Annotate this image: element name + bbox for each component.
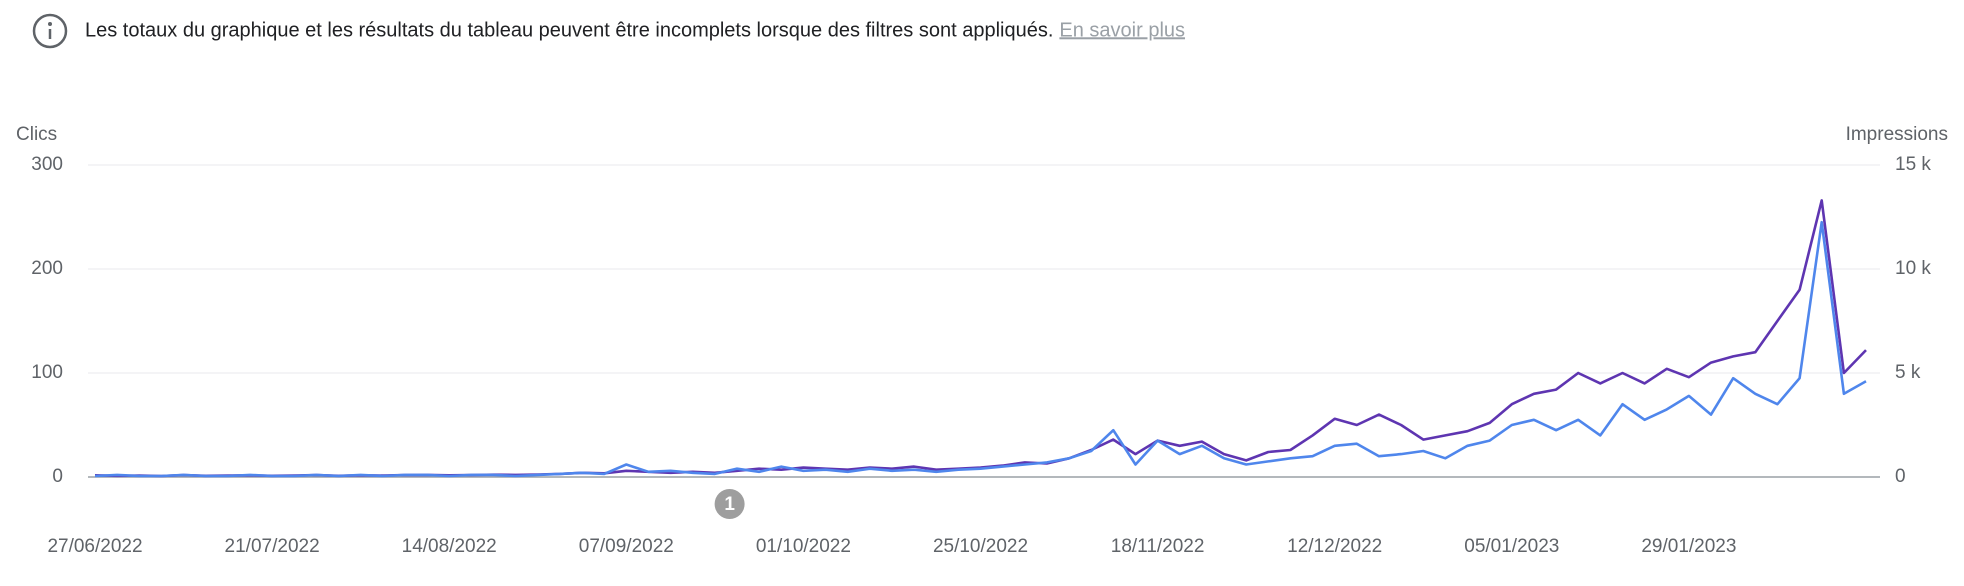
info-icon-dot — [48, 22, 52, 26]
y-tick-label: 0 — [52, 466, 63, 487]
annotation-label: 1 — [724, 494, 735, 515]
y2-tick-label: 10 k — [1895, 258, 1931, 279]
y2-tick-label: 15 k — [1895, 154, 1931, 175]
x-tick-label: 29/01/2023 — [1641, 536, 1736, 557]
x-tick-label: 25/10/2022 — [933, 536, 1028, 557]
y-axis-label: Clics — [16, 124, 57, 145]
learn-more-link[interactable]: En savoir plus — [1059, 19, 1185, 41]
series-line — [94, 220, 1867, 478]
x-tick-label: 18/11/2022 — [1111, 536, 1205, 557]
x-tick-label: 01/10/2022 — [756, 536, 851, 557]
x-tick-label: 05/01/2023 — [1464, 536, 1559, 557]
y2-tick-label: 5 k — [1895, 362, 1921, 383]
x-tick-label: 27/06/2022 — [47, 536, 142, 557]
annotation-marker[interactable] — [714, 489, 745, 519]
notice-text: Les totaux du graphique et les résultats… — [85, 19, 1053, 41]
x-tick-label: 14/08/2022 — [402, 536, 497, 557]
x-tick-label: 07/09/2022 — [579, 536, 674, 557]
x-tick-label: 12/12/2022 — [1287, 536, 1382, 557]
info-icon — [32, 13, 68, 49]
y-tick-label: 300 — [31, 154, 63, 175]
y-tick-label: 100 — [31, 362, 63, 383]
y-tick-label: 200 — [31, 258, 63, 279]
y2-axis-label: Impressions — [1846, 124, 1948, 145]
x-tick-label: 21/07/2022 — [225, 536, 320, 557]
y2-tick-label: 0 — [1895, 466, 1906, 487]
